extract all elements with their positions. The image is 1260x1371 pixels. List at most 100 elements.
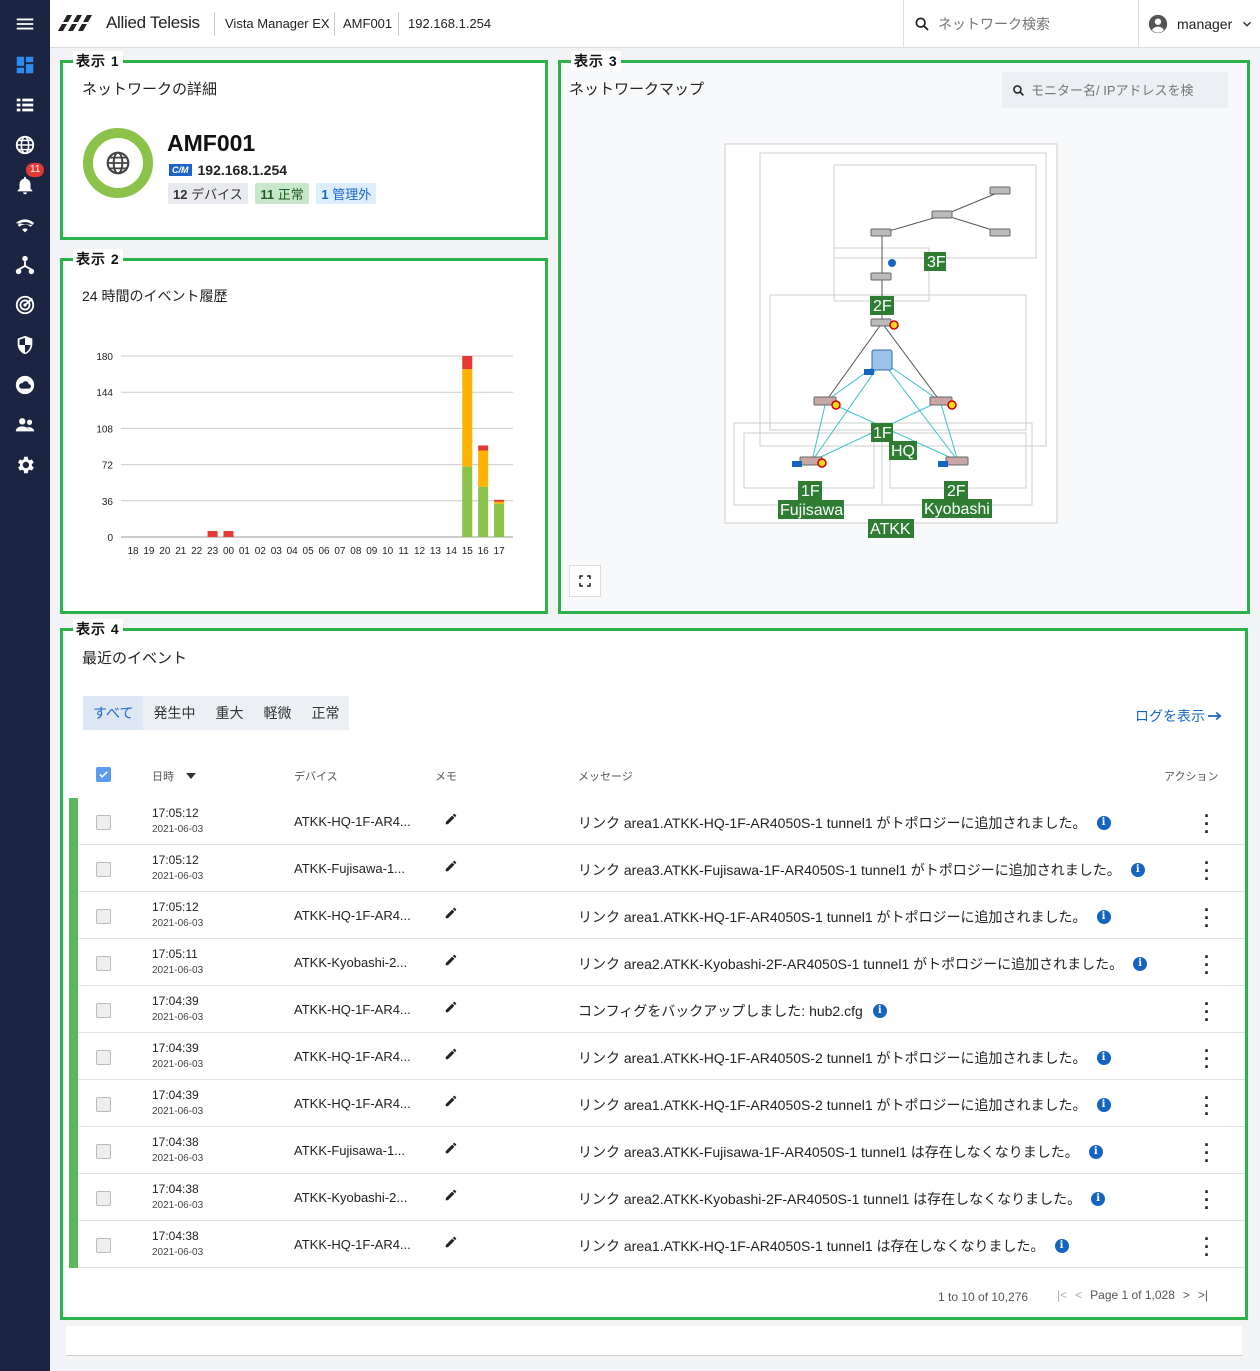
table-row[interactable]: 17:04:38 2021-06-03 ATKK-Kyobashi-2... リンク … — [69, 1174, 1245, 1221]
row-checkbox[interactable] — [96, 956, 111, 971]
radar-icon[interactable] — [0, 285, 50, 325]
list-icon[interactable] — [0, 85, 50, 125]
row-device[interactable]: ATKK-Kyobashi-2... — [294, 1190, 408, 1205]
more-actions-button[interactable]: · · · — [1204, 1041, 1210, 1077]
row-device[interactable]: ATKK-HQ-1F-AR4... — [294, 814, 411, 829]
more-actions-button[interactable]: · · · — [1204, 1182, 1210, 1218]
edit-memo-button[interactable] — [444, 1188, 458, 1205]
table-row[interactable]: 17:04:38 2021-06-03 ATKK-Fujisawa-1... リンク … — [69, 1127, 1245, 1174]
row-device[interactable]: ATKK-HQ-1F-AR4... — [294, 1237, 411, 1252]
fullscreen-button[interactable] — [569, 565, 601, 597]
more-actions-button[interactable]: · · · — [1204, 900, 1210, 936]
breadcrumb-area[interactable]: AMF001 — [343, 16, 393, 31]
table-row[interactable]: 17:04:39 2021-06-03 ATKK-HQ-1F-AR4... リンク a… — [69, 1080, 1245, 1127]
row-checkbox[interactable] — [96, 815, 111, 830]
row-device[interactable]: ATKK-Kyobashi-2... — [294, 955, 408, 970]
map-devices[interactable] — [792, 186, 1011, 468]
tab-critical[interactable]: 重大 — [215, 705, 244, 721]
table-row[interactable]: 17:04:39 2021-06-03 ATKK-HQ-1F-AR4... コンフィグ… — [69, 986, 1245, 1033]
more-actions-button[interactable]: · · · — [1204, 947, 1210, 983]
info-icon[interactable]: i — [1096, 816, 1111, 830]
table-row[interactable]: 17:05:12 2021-06-03 ATKK-HQ-1F-AR4... リンク a… — [69, 892, 1245, 939]
edit-memo-button[interactable] — [444, 1094, 458, 1111]
row-device[interactable]: ATKK-HQ-1F-AR4... — [294, 1096, 411, 1111]
table-row[interactable]: 17:04:38 2021-06-03 ATKK-HQ-1F-AR4... リンク a… — [69, 1221, 1245, 1268]
more-actions-button[interactable]: · · · — [1204, 806, 1210, 842]
network-map[interactable]: 3F 2F 1F HQ 1F Fujisawa 2F Kyobashi ATKK — [724, 143, 1064, 543]
gear-icon[interactable] — [0, 445, 50, 485]
table-row[interactable]: 17:05:12 2021-06-03 ATKK-HQ-1F-AR4... リンク a… — [69, 798, 1245, 845]
bell-icon[interactable]: 11 — [0, 163, 50, 205]
edit-memo-button[interactable] — [444, 812, 458, 829]
row-checkbox[interactable] — [96, 862, 111, 877]
info-icon[interactable]: i — [1054, 1239, 1069, 1253]
globe-icon[interactable] — [0, 125, 50, 165]
select-all-checkbox[interactable] — [96, 767, 111, 782]
shield-icon[interactable] — [0, 325, 50, 365]
user-menu[interactable]: manager — [1147, 0, 1254, 48]
tab-minor[interactable]: 軽微 — [263, 705, 292, 721]
edit-memo-button[interactable] — [444, 1235, 458, 1252]
map-search-input[interactable] — [1031, 82, 1211, 98]
info-icon[interactable]: i — [1088, 1145, 1103, 1159]
wifi-icon[interactable] — [0, 205, 50, 245]
edit-memo-button[interactable] — [444, 906, 458, 923]
row-device[interactable]: ATKK-HQ-1F-AR4... — [294, 908, 411, 923]
table-row[interactable]: 17:04:39 2021-06-03 ATKK-HQ-1F-AR4... リンク a… — [69, 1033, 1245, 1080]
col-datetime[interactable]: 日時 — [152, 768, 196, 784]
edit-memo-button[interactable] — [444, 1047, 458, 1064]
info-icon[interactable]: i — [872, 1004, 887, 1018]
last-page-icon[interactable]: >| — [1197, 1288, 1209, 1302]
map-search[interactable] — [1002, 72, 1228, 108]
info-icon[interactable]: i — [1091, 1192, 1106, 1206]
table-row[interactable]: 17:05:11 2021-06-03 ATKK-Kyobashi-2... リンク … — [69, 939, 1245, 986]
network-search[interactable] — [903, 0, 1139, 48]
cloud-icon[interactable] — [0, 365, 50, 405]
row-device[interactable]: ATKK-HQ-1F-AR4... — [294, 1002, 411, 1017]
row-device[interactable]: ATKK-Fujisawa-1... — [294, 1143, 406, 1158]
row-checkbox[interactable] — [96, 909, 111, 924]
info-icon[interactable]: i — [1096, 1051, 1111, 1065]
first-page-icon[interactable]: |< — [1057, 1288, 1068, 1302]
row-checkbox[interactable] — [96, 1144, 111, 1159]
edit-memo-button[interactable] — [444, 953, 458, 970]
prev-page-icon[interactable]: < — [1075, 1288, 1083, 1302]
row-checkbox[interactable] — [96, 1050, 111, 1065]
tab-active[interactable]: 発生中 — [153, 705, 196, 721]
row-checkbox[interactable] — [96, 1238, 111, 1253]
network-search-input[interactable] — [938, 16, 1118, 32]
more-actions-button[interactable]: · · · — [1204, 1135, 1210, 1171]
info-icon[interactable]: i — [1130, 863, 1145, 877]
topology-icon[interactable] — [0, 245, 50, 285]
col-message[interactable]: メッセージ — [578, 771, 633, 783]
info-icon[interactable]: i — [1096, 1098, 1111, 1112]
col-device[interactable]: デバイス — [294, 771, 338, 783]
dashboard-icon[interactable] — [0, 45, 50, 85]
row-checkbox[interactable] — [96, 1191, 111, 1206]
info-icon[interactable]: i — [1133, 957, 1148, 971]
edit-memo-button[interactable] — [444, 1000, 458, 1017]
more-actions-button[interactable]: · · · — [1204, 1088, 1210, 1124]
info-icon[interactable]: i — [1096, 910, 1111, 924]
more-actions-button[interactable]: · · · — [1204, 994, 1210, 1030]
more-actions-button[interactable]: · · · — [1204, 1229, 1210, 1265]
tab-all[interactable]: すべて — [83, 696, 144, 730]
view-log-link[interactable]: ログを表示 — [1135, 706, 1222, 726]
edit-memo-button[interactable] — [444, 859, 458, 876]
row-device[interactable]: ATKK-Fujisawa-1... — [294, 861, 406, 876]
users-icon[interactable] — [0, 405, 50, 445]
chip-normal[interactable]: 11 正常 — [255, 183, 309, 204]
row-device[interactable]: ATKK-HQ-1F-AR4... — [294, 1049, 411, 1064]
row-message: コンフィグをバックアップしました: hub2.cfg — [578, 1003, 863, 1019]
tab-normal[interactable]: 正常 — [311, 705, 340, 721]
chip-unmanaged[interactable]: 1 管理外 — [316, 183, 377, 204]
row-checkbox[interactable] — [96, 1097, 111, 1112]
chip-devices[interactable]: 12 デバイス — [168, 183, 248, 204]
edit-memo-button[interactable] — [444, 1141, 458, 1158]
next-page-icon[interactable]: > — [1182, 1288, 1190, 1302]
menu-icon[interactable] — [0, 4, 50, 44]
table-row[interactable]: 17:05:12 2021-06-03 ATKK-Fujisawa-1... リンク … — [69, 845, 1245, 892]
row-checkbox[interactable] — [96, 1003, 111, 1018]
more-actions-button[interactable]: · · · — [1204, 853, 1210, 889]
brand-logo[interactable]: Allied Telesis — [58, 13, 200, 33]
